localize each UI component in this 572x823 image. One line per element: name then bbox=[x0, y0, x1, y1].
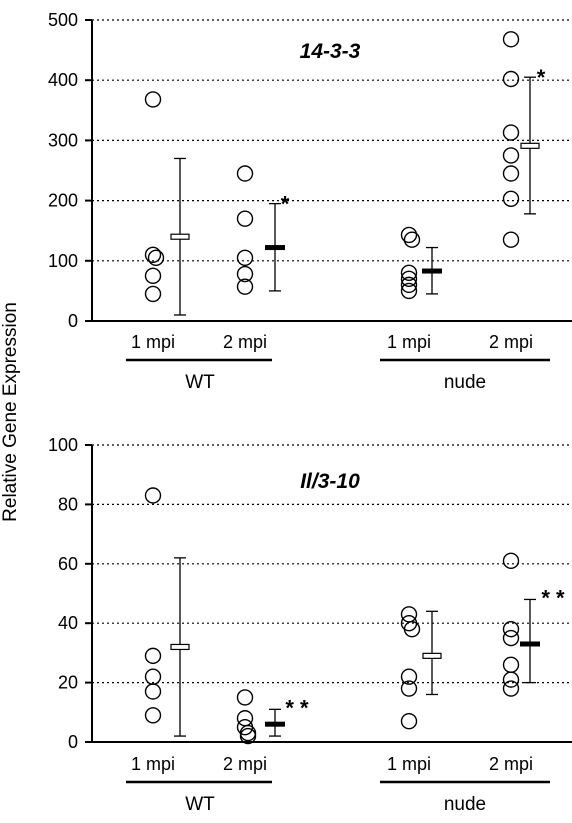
data-point bbox=[144, 91, 162, 108]
mean-marker bbox=[520, 641, 540, 647]
data-point bbox=[400, 668, 418, 685]
data-point bbox=[502, 671, 520, 688]
data-point bbox=[502, 680, 520, 697]
data-point bbox=[400, 226, 418, 244]
significance-marker: * bbox=[537, 65, 546, 90]
y-tick-label: 100 bbox=[48, 435, 78, 455]
data-point bbox=[403, 620, 421, 638]
data-point bbox=[502, 656, 520, 673]
panel-title: 14-3-3 bbox=[300, 40, 361, 63]
significance-marker: * * bbox=[541, 585, 565, 610]
data-point bbox=[236, 278, 254, 295]
mean-marker bbox=[422, 652, 442, 659]
y-tick-label: 200 bbox=[48, 191, 78, 211]
data-point bbox=[236, 689, 254, 706]
group-label: 2 mpi bbox=[223, 332, 267, 352]
y-tick-label: 20 bbox=[58, 673, 78, 693]
y-tick-label: 100 bbox=[48, 251, 78, 271]
group-label: 2 mpi bbox=[223, 754, 267, 774]
panel-title: Il/3-10 bbox=[300, 470, 360, 493]
data-point bbox=[144, 267, 162, 285]
mean-marker bbox=[520, 142, 540, 149]
data-point bbox=[502, 231, 520, 248]
data-point bbox=[239, 724, 257, 742]
y-tick-label: 40 bbox=[58, 613, 78, 633]
mean-marker bbox=[422, 268, 442, 274]
group-label: 2 mpi bbox=[489, 332, 533, 352]
genotype-label: nude bbox=[444, 794, 486, 815]
data-point bbox=[236, 210, 254, 227]
data-point bbox=[400, 276, 418, 294]
data-point bbox=[144, 487, 162, 504]
y-tick-label: 0 bbox=[68, 311, 78, 331]
data-point bbox=[502, 552, 520, 570]
data-point bbox=[502, 629, 520, 647]
data-point bbox=[502, 70, 520, 88]
group-label: 1 mpi bbox=[387, 754, 431, 774]
group-label: 1 mpi bbox=[131, 332, 175, 352]
y-tick-label: 300 bbox=[48, 130, 78, 150]
mean-marker bbox=[265, 721, 285, 727]
data-point bbox=[239, 727, 257, 745]
genotype-label: WT bbox=[185, 794, 215, 815]
data-point bbox=[144, 668, 162, 685]
data-point bbox=[144, 647, 162, 665]
data-point bbox=[236, 165, 254, 182]
data-point bbox=[236, 710, 254, 727]
data-point bbox=[400, 680, 418, 697]
y-axis-label: Relative Gene Expression bbox=[0, 302, 21, 522]
group-label: 1 mpi bbox=[131, 754, 175, 774]
genotype-label: nude bbox=[444, 372, 486, 393]
significance-marker: * bbox=[281, 192, 290, 217]
data-point bbox=[400, 270, 418, 288]
data-point bbox=[236, 265, 254, 283]
y-tick-label: 500 bbox=[48, 10, 78, 30]
y-tick-label: 80 bbox=[58, 494, 78, 514]
data-point bbox=[502, 620, 520, 638]
mean-marker bbox=[170, 233, 190, 240]
data-point bbox=[502, 124, 520, 141]
data-point bbox=[144, 707, 162, 724]
data-point bbox=[400, 713, 418, 730]
data-point bbox=[236, 249, 254, 266]
data-point bbox=[403, 231, 421, 248]
mean-marker bbox=[265, 245, 285, 251]
data-point bbox=[236, 718, 254, 736]
mean-marker bbox=[170, 643, 190, 651]
data-point bbox=[502, 31, 520, 48]
data-point bbox=[502, 165, 520, 182]
significance-marker: * * bbox=[285, 695, 309, 720]
data-point bbox=[400, 606, 418, 623]
data-point bbox=[147, 249, 165, 266]
group-label: 1 mpi bbox=[387, 332, 431, 352]
data-point bbox=[144, 246, 162, 263]
group-label: 2 mpi bbox=[489, 754, 533, 774]
data-point bbox=[502, 147, 520, 164]
data-point bbox=[144, 683, 162, 700]
data-point bbox=[144, 285, 162, 303]
y-tick-label: 0 bbox=[68, 732, 78, 752]
data-point bbox=[400, 264, 418, 282]
data-point bbox=[400, 282, 418, 300]
y-tick-label: 60 bbox=[58, 554, 78, 574]
y-tick-label: 400 bbox=[48, 70, 78, 90]
data-point bbox=[502, 190, 520, 207]
genotype-label: WT bbox=[185, 372, 215, 393]
